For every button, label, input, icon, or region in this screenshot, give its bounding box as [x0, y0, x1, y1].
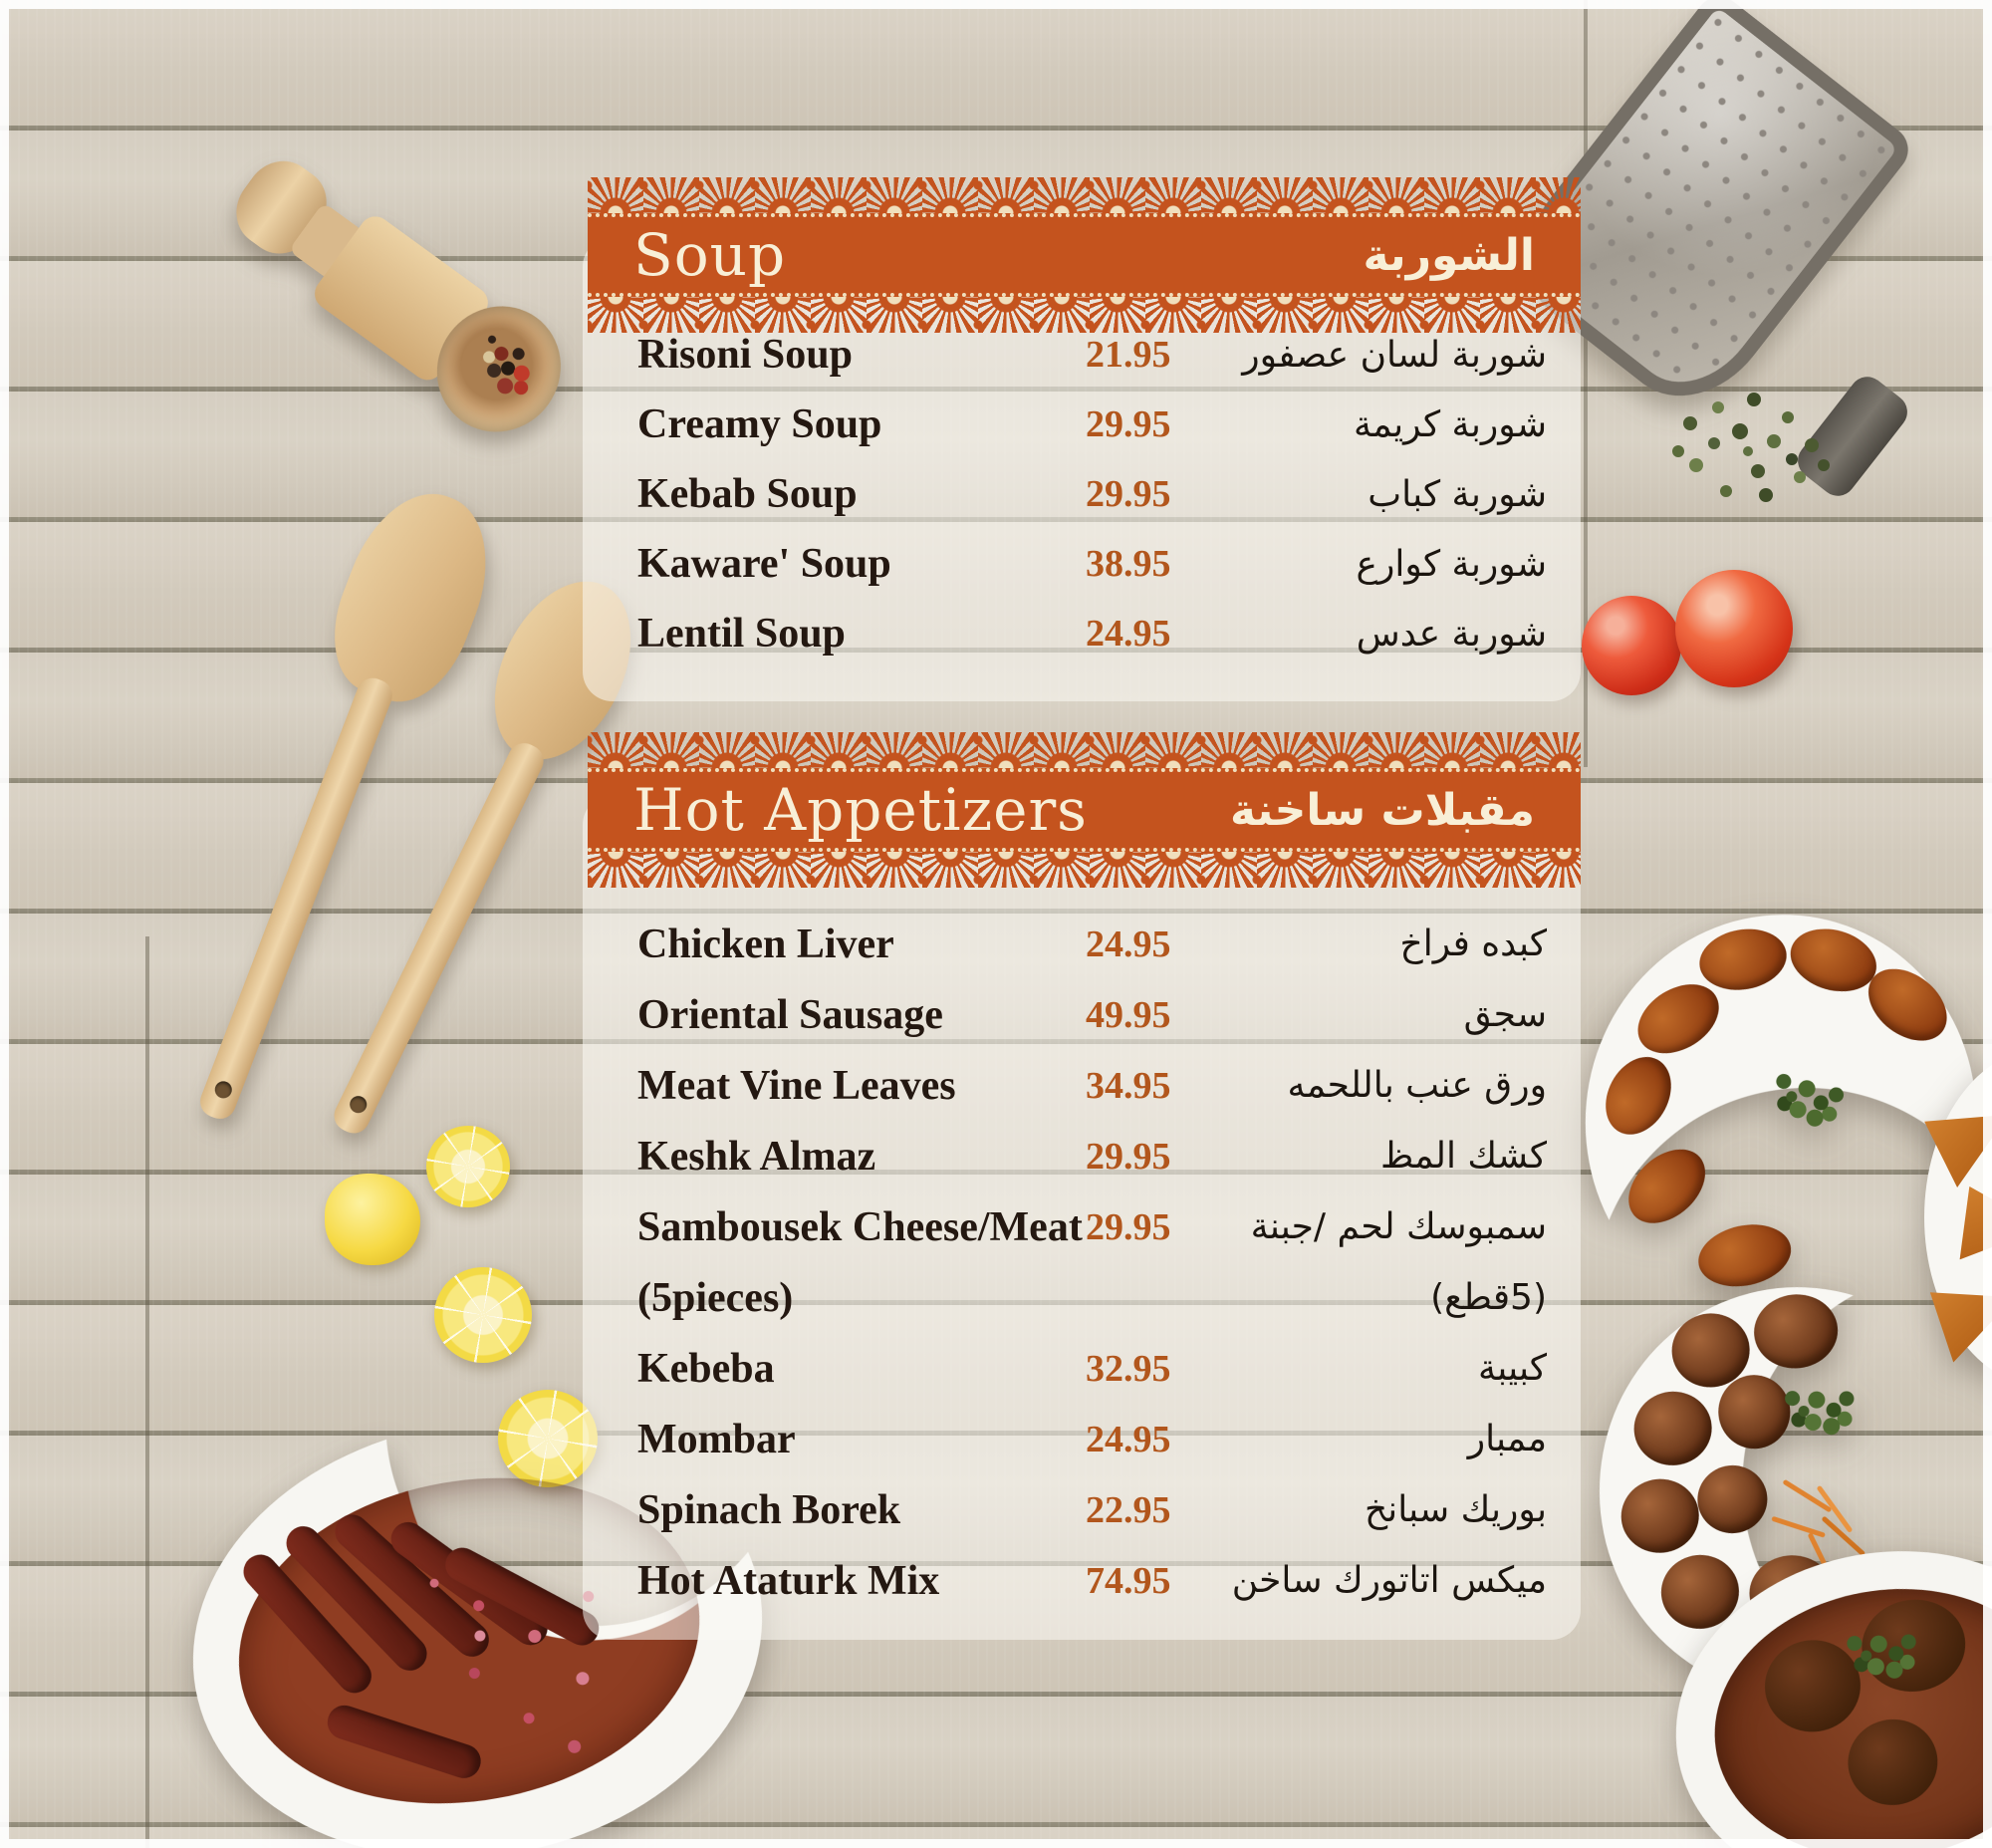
item-price: 74.95	[1086, 1559, 1171, 1602]
soup-item-list: Risoni Soup 21.95 شوربة لسان عصفور Cream…	[583, 320, 1581, 668]
item-name-en: Lentil Soup	[637, 611, 846, 657]
menu-item-row: Chicken Liver 24.95 كبده فراخ	[583, 909, 1581, 979]
lace-border-top	[588, 177, 1581, 213]
soup-title-en: Soup	[633, 221, 787, 289]
lace-border-bottom	[588, 852, 1581, 888]
item-price: 22.95	[1086, 1488, 1171, 1531]
soup-title-ar: الشوربة	[1363, 229, 1536, 281]
item-name-ar: كشك المظ	[1380, 1136, 1547, 1177]
item-name-ar: شوربة عدس	[1356, 613, 1547, 655]
item-price: 38.95	[1086, 543, 1171, 585]
hot-appetizers-banner-bar: Hot Appetizers مقبلات ساخنة	[588, 768, 1581, 852]
menu-item-row: Sambousek Cheese/Meat 29.95 سمبوسك لحم /…	[583, 1191, 1581, 1262]
menu-item-row: Oriental Sausage 49.95 سجق	[583, 979, 1581, 1050]
tomato-photo	[1675, 570, 1793, 687]
meatball	[1629, 1387, 1716, 1469]
item-price: 21.95	[1086, 334, 1171, 376]
lemon-slice-photo	[434, 1267, 532, 1363]
item-name-ar: ورق عنب باللحمه	[1287, 1065, 1547, 1106]
item-price: 29.95	[1086, 1135, 1171, 1178]
item-name-ar: سمبوسك لحم /جبنة	[1250, 1206, 1547, 1247]
item-price: 24.95	[1086, 923, 1171, 965]
meatball	[1618, 1474, 1703, 1557]
menu-item-row: Mombar 24.95 ممبار	[583, 1404, 1581, 1474]
menu-item-row: Creamy Soup 29.95 شوربة كريمة	[583, 390, 1581, 459]
menu-item-row: Kebeba 32.95 كبيبة	[583, 1333, 1581, 1404]
soup-banner: Soup الشوربة	[588, 177, 1581, 333]
item-price: 24.95	[1086, 1418, 1171, 1460]
carrot-shred	[1771, 1515, 1827, 1538]
wood-seam	[1584, 0, 1588, 767]
item-name-en: Spinach Borek	[637, 1486, 901, 1533]
kibbeh-piece	[1694, 922, 1792, 997]
menu-item-row: Hot Ataturk Mix 74.95 ميكس اتاتورك ساخن	[583, 1545, 1581, 1616]
menu-item-note-row: (5pieces) (5قطع)	[583, 1262, 1581, 1333]
soup-banner-bar: Soup الشوربة	[588, 213, 1581, 297]
item-note-en: (5pieces)	[637, 1274, 794, 1321]
item-name-ar: شوربة كوارع	[1356, 543, 1547, 585]
meatball	[1750, 1290, 1842, 1373]
item-price: 49.95	[1086, 993, 1171, 1036]
menu-item-row: Kaware' Soup 38.95 شوربة كوارع	[583, 529, 1581, 599]
lemon-photo	[325, 1174, 420, 1265]
item-name-ar: سجق	[1463, 994, 1547, 1035]
kibbeh-piece	[1614, 1134, 1720, 1238]
lace-border-bottom	[588, 297, 1581, 333]
item-name-ar: كبيبة	[1477, 1348, 1547, 1389]
item-name-ar: بوريك سبانخ	[1364, 1489, 1547, 1530]
item-price: 24.95	[1086, 613, 1171, 655]
item-price: 29.95	[1086, 1205, 1171, 1248]
meatball	[1694, 1461, 1771, 1537]
item-name-ar: ممبار	[1467, 1419, 1547, 1459]
menu-item-row: Meat Vine Leaves 34.95 ورق عنب باللحمه	[583, 1050, 1581, 1121]
item-price: 29.95	[1086, 473, 1171, 515]
item-name-ar: ميكس اتاتورك ساخن	[1231, 1560, 1547, 1601]
wooden-spice-scoop-photo	[200, 122, 592, 467]
tomato-photo	[1582, 596, 1681, 695]
parsley-garnish	[1797, 1405, 1811, 1418]
menu-item-row: Spinach Borek 22.95 بوريك سبانخ	[583, 1474, 1581, 1545]
lace-border-top	[588, 732, 1581, 768]
hot-appetizers-item-list: Chicken Liver 24.95 كبده فراخ Oriental S…	[583, 909, 1581, 1616]
item-name-en: Sambousek Cheese/Meat	[637, 1203, 1083, 1250]
parsley-garnish	[1785, 1090, 1799, 1103]
item-price: 32.95	[1086, 1347, 1171, 1390]
kibbeh-piece	[1692, 1216, 1797, 1295]
spatula-blade	[313, 473, 512, 719]
item-name-en: Risoni Soup	[637, 332, 853, 378]
item-name-ar: شوربة لسان عصفور	[1242, 334, 1547, 376]
item-name-ar: كبده فراخ	[1399, 924, 1547, 964]
sambousek-piece	[1942, 1181, 1992, 1284]
herb-flakes	[1743, 446, 1753, 456]
menu-item-row: Kebab Soup 29.95 شوربة كباب	[583, 459, 1581, 529]
lemon-slice-photo	[426, 1126, 510, 1207]
item-name-en: Kaware' Soup	[637, 541, 891, 587]
wood-seam	[145, 936, 149, 1848]
item-name-ar: شوربة كباب	[1368, 473, 1547, 515]
item-name-en: Oriental Sausage	[637, 991, 943, 1038]
item-price: 29.95	[1086, 403, 1171, 445]
item-note-ar: (5قطع)	[1430, 1277, 1547, 1318]
menu-item-row: Keshk Almaz 29.95 كشك المظ	[583, 1121, 1581, 1191]
menu-item-row: Risoni Soup 21.95 شوربة لسان عصفور	[583, 320, 1581, 390]
hot-appetizers-banner: Hot Appetizers مقبلات ساخنة	[588, 732, 1581, 888]
item-name-en: Kebeba	[637, 1345, 775, 1392]
menu-item-row: Lentil Soup 24.95 شوربة عدس	[583, 599, 1581, 668]
item-name-en: Kebab Soup	[637, 471, 858, 517]
item-name-en: Hot Ataturk Mix	[637, 1557, 940, 1604]
item-name-ar: شوربة كريمة	[1353, 403, 1547, 445]
kibbeh-piece	[1593, 1045, 1684, 1147]
item-name-en: Chicken Liver	[637, 921, 894, 967]
item-name-en: Meat Vine Leaves	[637, 1062, 956, 1109]
hot-appetizers-title-ar: مقبلات ساخنة	[1230, 784, 1535, 836]
item-price: 34.95	[1086, 1064, 1171, 1107]
hot-appetizers-section-panel	[583, 795, 1581, 1640]
item-name-en: Keshk Almaz	[637, 1133, 876, 1180]
dried-herbs-photo	[1653, 377, 1853, 536]
item-name-en: Creamy Soup	[637, 401, 882, 447]
item-name-en: Mombar	[637, 1416, 796, 1462]
hot-appetizers-title-en: Hot Appetizers	[633, 776, 1088, 844]
kibbeh-plate-photo	[1559, 889, 1992, 1351]
